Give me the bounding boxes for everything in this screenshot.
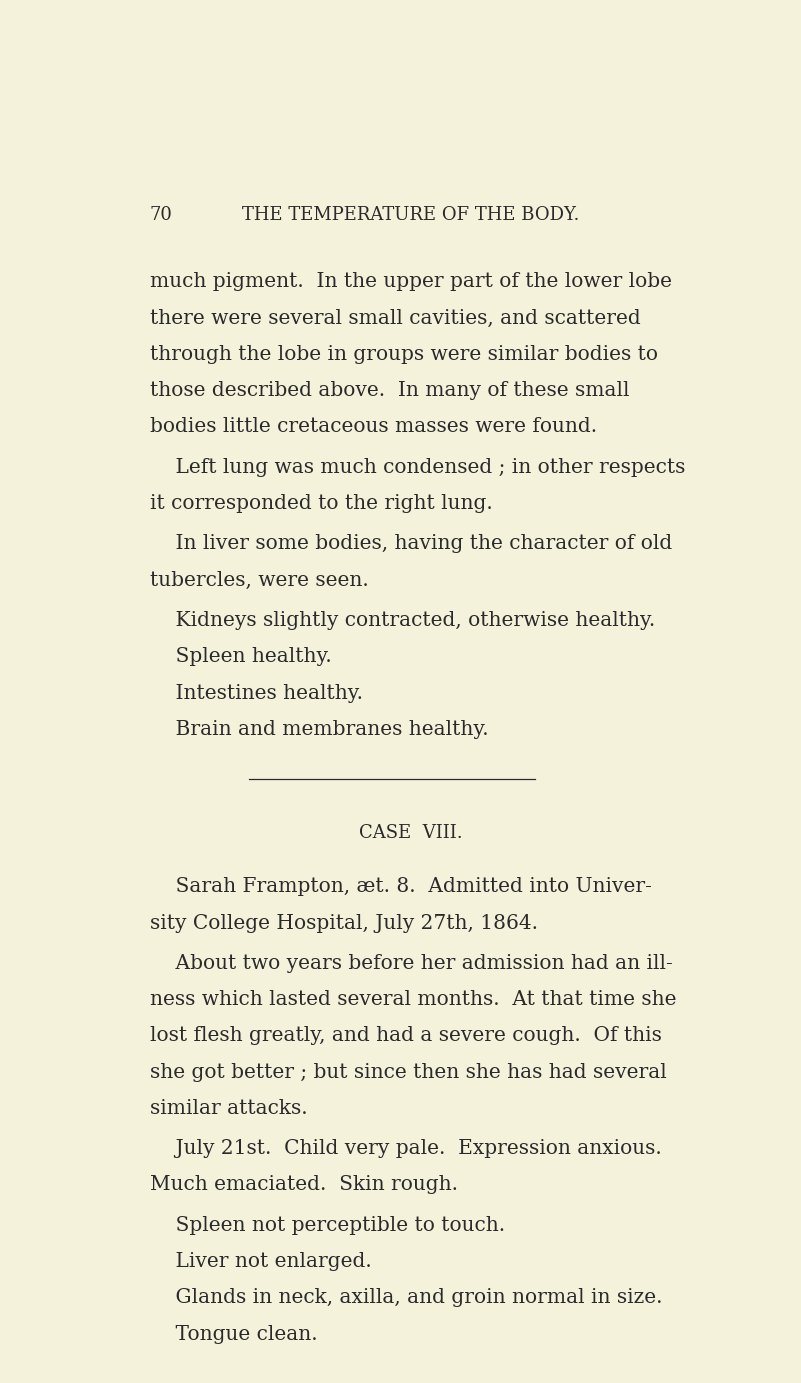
Text: Much emaciated.  Skin rough.: Much emaciated. Skin rough.	[150, 1176, 458, 1195]
Text: sity College Hospital, July 27th, 1864.: sity College Hospital, July 27th, 1864.	[150, 914, 537, 932]
Text: similar attacks.: similar attacks.	[150, 1099, 308, 1117]
Text: Liver not enlarged.: Liver not enlarged.	[150, 1252, 372, 1271]
Text: she got better ; but since then she has had several: she got better ; but since then she has …	[150, 1062, 666, 1082]
Text: tubercles, were seen.: tubercles, were seen.	[150, 571, 368, 589]
Text: Spleen healthy.: Spleen healthy.	[150, 647, 332, 667]
Text: Sarah Frampton, æt. 8.  Admitted into Univer-: Sarah Frampton, æt. 8. Admitted into Uni…	[150, 877, 652, 896]
Text: Kidneys slightly contracted, otherwise healthy.: Kidneys slightly contracted, otherwise h…	[150, 611, 655, 631]
Text: Intestines healthy.: Intestines healthy.	[150, 683, 363, 703]
Text: those described above.  In many of these small: those described above. In many of these …	[150, 382, 630, 400]
Text: Left lung was much condensed ; in other respects: Left lung was much condensed ; in other …	[150, 458, 685, 477]
Text: it corresponded to the right lung.: it corresponded to the right lung.	[150, 494, 493, 513]
Text: July 21st.  Child very pale.  Expression anxious.: July 21st. Child very pale. Expression a…	[150, 1140, 662, 1159]
Text: Brain and membranes healthy.: Brain and membranes healthy.	[150, 719, 489, 739]
Text: CASE  VIII.: CASE VIII.	[359, 824, 462, 842]
Text: 70: 70	[150, 206, 173, 224]
Text: lost flesh greatly, and had a severe cough.  Of this: lost flesh greatly, and had a severe cou…	[150, 1026, 662, 1046]
Text: Glands in neck, axilla, and groin normal in size.: Glands in neck, axilla, and groin normal…	[150, 1289, 662, 1307]
Text: THE TEMPERATURE OF THE BODY.: THE TEMPERATURE OF THE BODY.	[242, 206, 579, 224]
Text: Tongue clean.: Tongue clean.	[150, 1325, 317, 1343]
Text: much pigment.  In the upper part of the lower lobe: much pigment. In the upper part of the l…	[150, 272, 672, 292]
Text: bodies little cretaceous masses were found.: bodies little cretaceous masses were fou…	[150, 418, 597, 436]
Text: In liver some bodies, having the character of old: In liver some bodies, having the charact…	[150, 534, 672, 553]
Text: through the lobe in groups were similar bodies to: through the lobe in groups were similar …	[150, 344, 658, 364]
Text: ness which lasted several months.  At that time she: ness which lasted several months. At tha…	[150, 990, 676, 1010]
Text: Spleen not perceptible to touch.: Spleen not perceptible to touch.	[150, 1216, 505, 1235]
Text: there were several small cavities, and scattered: there were several small cavities, and s…	[150, 308, 641, 328]
Text: About two years before her admission had an ill-: About two years before her admission had…	[150, 954, 673, 974]
